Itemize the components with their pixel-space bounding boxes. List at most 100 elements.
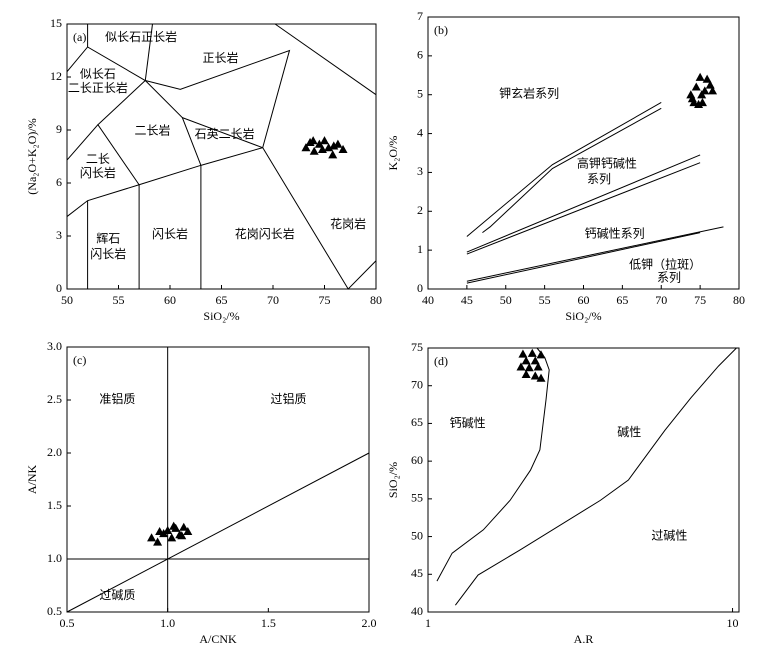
field-boundary — [466, 232, 701, 284]
field-label: 花岗闪长岩 — [235, 226, 295, 241]
sample-point — [314, 139, 324, 148]
field-label: 系列 — [587, 172, 611, 186]
x-tick-label: 80 — [370, 293, 382, 307]
sample-point — [536, 350, 546, 359]
y-tick-label: 40 — [411, 604, 423, 618]
panel: (b)40 45 50 55 60 65 70 75 8001234567SiO₂/%K₂O/%… — [386, 9, 745, 323]
sample-point — [179, 522, 189, 531]
x-tick-label: 1 — [425, 616, 431, 630]
y-tick-label: 0 — [417, 281, 423, 295]
x-tick-label: 1.0 — [160, 616, 175, 630]
x-tick-label: 1.5 — [261, 616, 276, 630]
sample-point — [177, 531, 187, 540]
y-tick-label: 55 — [411, 491, 423, 505]
field-label: 过铝质 — [270, 391, 306, 406]
plot-frame — [427, 16, 740, 290]
x-tick-label: 50 — [61, 293, 73, 307]
field-label: 闪长岩 — [90, 246, 126, 261]
sample-point — [308, 136, 318, 145]
panel: (a) 50 55 60 65 70 75 80 0 3 6 9 12 15 SiO₂/% (Na₂O+K₂O… — [25, 16, 382, 323]
y-tick-label: 3.0 — [47, 339, 62, 353]
sample-point — [309, 146, 319, 155]
x-tick-label: 50 — [500, 293, 512, 307]
field-boundary — [66, 452, 370, 613]
x-tick-label: 40 — [422, 293, 434, 307]
y-tick-label: 2.0 — [47, 445, 62, 459]
y-tick-label: 65 — [411, 415, 423, 429]
x-tick-label: 75 — [319, 293, 331, 307]
field-label: 似长石正长岩 — [105, 29, 177, 44]
sample-point — [155, 526, 165, 536]
field-label: 钙碱性 — [450, 416, 486, 430]
field-boundary — [466, 162, 701, 255]
x-tick-label: 65 — [216, 293, 228, 307]
sample-point — [317, 144, 327, 154]
x-tick-label: 2.0 — [362, 616, 377, 630]
sample-point — [524, 363, 534, 372]
field-label: 准铝质 — [99, 391, 135, 406]
plot-frame — [66, 346, 370, 613]
sample-point — [527, 348, 537, 357]
sample-point — [687, 94, 697, 103]
x-tick-label: 65 — [616, 293, 628, 307]
field-label: 二长正长岩 — [68, 80, 128, 95]
x-tick-label: 60 — [578, 293, 590, 307]
field-boundary — [97, 80, 146, 126]
sample-point — [697, 90, 707, 99]
x-axis-label: SiO₂/% — [203, 309, 239, 323]
y-tick-label: 3 — [417, 164, 423, 178]
y-tick-label: 0 — [56, 281, 62, 295]
y-tick-label: 1.5 — [47, 498, 62, 512]
sample-point — [530, 371, 540, 380]
sample-point — [697, 97, 707, 107]
field-boundary — [145, 49, 291, 148]
field-label: 石英二长岩 — [195, 126, 255, 141]
y-axis-label: (Na₂O+K₂O)/% — [25, 118, 39, 194]
sample-point — [518, 349, 528, 358]
field-label: 钙碱性系列 — [585, 226, 645, 240]
field-label: 钾玄岩系列 — [499, 85, 559, 100]
x-axis-label: SiO₂/% — [565, 309, 601, 323]
field-boundary — [482, 107, 662, 234]
field-boundary — [436, 347, 550, 582]
panel: (c) 0.5 1.0 1.5 2.0 0.5 1.0 1.5 2.0 2.5 3.0 A/CNK A/… — [25, 339, 377, 646]
y-tick-label: 5 — [417, 86, 423, 100]
field-boundary — [66, 123, 140, 186]
y-axis-label: K₂O/% — [386, 136, 400, 171]
field-boundary — [274, 23, 377, 96]
sample-point — [183, 526, 193, 536]
y-tick-label: 6 — [417, 48, 423, 62]
field-boundary — [262, 147, 377, 290]
sample-point — [691, 82, 701, 91]
y-tick-label: 15 — [50, 16, 62, 30]
y-tick-label: 2.5 — [47, 392, 62, 406]
panel-label: (a) — [73, 30, 86, 44]
field-boundary — [466, 154, 701, 253]
sample-point — [169, 521, 179, 530]
y-tick-label: 70 — [411, 377, 423, 391]
field-label: 闪长岩 — [80, 165, 116, 180]
sample-point — [536, 373, 546, 382]
sample-point — [163, 525, 173, 534]
x-tick-label: 0.5 — [60, 616, 75, 630]
sample-point — [167, 533, 177, 542]
field-boundary — [66, 46, 146, 81]
sample-point — [708, 86, 718, 95]
x-tick-label: 60 — [164, 293, 176, 307]
field-boundary — [466, 226, 724, 282]
y-axis-label: SiO₂/% — [386, 462, 400, 498]
sample-point — [516, 362, 526, 371]
sample-point — [329, 141, 339, 150]
y-tick-label: 12 — [50, 69, 62, 83]
sample-point — [521, 369, 531, 378]
sample-point — [695, 72, 705, 81]
y-tick-label: 6 — [56, 175, 62, 189]
y-tick-label: 3 — [56, 228, 62, 242]
y-tick-label: 0.5 — [47, 604, 62, 618]
y-tick-label: 4 — [417, 125, 423, 139]
x-tick-label: 55 — [113, 293, 125, 307]
x-tick-label: 70 — [655, 293, 667, 307]
x-tick-label: 80 — [733, 293, 745, 307]
y-tick-label: 45 — [411, 566, 423, 580]
